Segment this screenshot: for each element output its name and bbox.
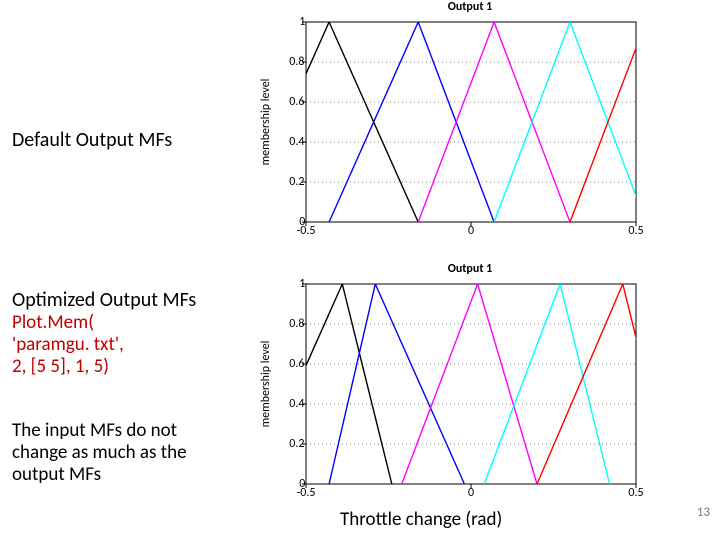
optimized-mfs-block: Optimized Output MFs Plot.Mem( 'paramgu.…	[12, 288, 247, 378]
ytick-label: 0.6	[289, 95, 304, 109]
ytick-label: 0.2	[289, 175, 304, 189]
xtick-label: 0.5	[628, 486, 643, 500]
ytick-label: 0.6	[289, 357, 304, 371]
xtick-label: -0.5	[297, 224, 316, 238]
ytick-label: 0.4	[289, 135, 304, 149]
xaxis-caption: Throttle change (rad)	[340, 508, 502, 531]
xtick-label: 0.5	[628, 224, 643, 238]
page-number: 13	[697, 505, 710, 520]
ytick-label: 0.2	[289, 437, 304, 451]
default-chart: Output 1 00.20.40.60.81-0.500.5membershi…	[260, 0, 680, 242]
chart2-plot: 00.20.40.60.81-0.500.5membership level	[260, 278, 646, 504]
chart2-title: Output 1	[260, 262, 680, 276]
ylabel: membership level	[259, 79, 273, 166]
note-line-3: output MFs	[12, 464, 247, 486]
xtick-label: -0.5	[297, 486, 316, 500]
chart1-plot: 00.20.40.60.81-0.500.5membership level	[260, 16, 646, 242]
default-mfs-text: Default Output MFs	[12, 128, 247, 152]
ytick-label: 0.8	[289, 317, 304, 331]
default-mfs-label: Default Output MFs	[12, 128, 247, 152]
code-line-2: 'paramgu. txt',	[12, 334, 247, 356]
ytick-label: 0.8	[289, 55, 304, 69]
ytick-label: 0.4	[289, 397, 304, 411]
note-line-2: change as much as the	[12, 442, 247, 464]
ylabel: membership level	[259, 341, 273, 428]
code-line-3: 2, [5 5], 1, 5)	[12, 356, 247, 378]
optimized-chart: Output 1 00.20.40.60.81-0.500.5membershi…	[260, 262, 680, 504]
optimized-mfs-title: Optimized Output MFs	[12, 288, 247, 312]
code-line-1: Plot.Mem(	[12, 312, 247, 334]
note-line-1: The input MFs do not	[12, 420, 247, 442]
chart1-title: Output 1	[260, 0, 680, 14]
note-block: The input MFs do not change as much as t…	[12, 420, 247, 486]
xtick-label: 0	[468, 224, 474, 238]
ytick-label: 1	[299, 277, 305, 291]
xtick-label: 0	[468, 486, 474, 500]
ytick-label: 1	[299, 15, 305, 29]
